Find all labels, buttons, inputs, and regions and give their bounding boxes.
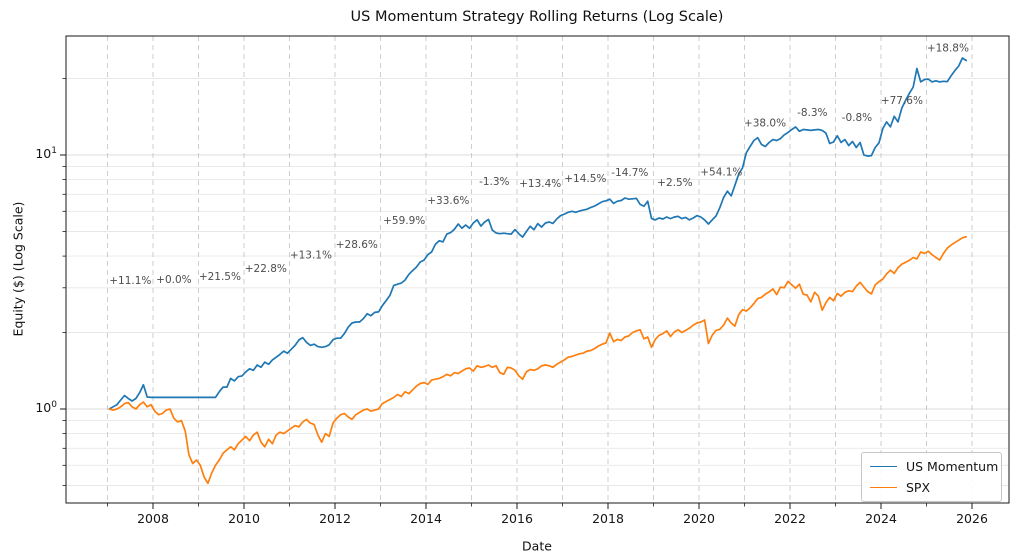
x-axis-label: Date — [522, 538, 552, 554]
y-tick-label-10: 101 — [0, 147, 57, 161]
spx-legend-line — [870, 487, 897, 488]
y-tick-exponent: 1 — [51, 146, 57, 156]
annotation-label: +11.1% — [109, 275, 151, 287]
y-tick-base: 10 — [35, 400, 52, 416]
x-tick-label: 2010 — [228, 511, 260, 526]
annotation-label: +28.6% — [336, 239, 378, 251]
x-tick-label: 2020 — [683, 511, 715, 526]
x-tick-label: 2014 — [410, 511, 442, 526]
annotation-label: +0.0% — [156, 274, 191, 286]
legend-item-spx: SPX — [870, 480, 992, 495]
annotation-label: +13.1% — [290, 250, 332, 262]
annotation-label: +2.5% — [657, 177, 692, 189]
spx-legend-label: SPX — [906, 480, 931, 495]
legend-item-us-momentum: US Momentum — [870, 459, 998, 474]
annotation-label: +77.6% — [881, 95, 923, 107]
x-tick-label: 2022 — [774, 511, 806, 526]
us-momentum-legend-label: US Momentum — [906, 459, 999, 474]
legend: US Momentum SPX — [861, 452, 1002, 502]
x-tick-label: 2012 — [319, 511, 351, 526]
us-momentum-legend-line — [870, 466, 897, 467]
annotation-label: +54.1% — [700, 167, 742, 179]
us-momentum-line — [108, 57, 968, 410]
x-tick-label: 2024 — [865, 511, 897, 526]
spx-line — [108, 235, 968, 485]
annotation-label: -1.3% — [479, 176, 509, 188]
plot-border — [65, 35, 1010, 504]
annotation-label: +22.8% — [245, 263, 287, 275]
annotation-label: -0.8% — [842, 112, 872, 124]
annotation-label: +13.4% — [519, 178, 561, 190]
y-tick-base: 10 — [35, 146, 52, 162]
y-axis-label: Equity ($) (Log Scale) — [10, 201, 26, 337]
annotation-label: +33.6% — [427, 195, 469, 207]
annotation-label: +38.0% — [744, 118, 786, 130]
x-tick-label: 2026 — [956, 511, 988, 526]
annotation-label: +59.9% — [383, 215, 425, 227]
annotation-label: +18.8% — [927, 43, 969, 55]
annotation-label: +14.5% — [564, 173, 606, 185]
chart-title: US Momentum Strategy Rolling Returns (Lo… — [350, 9, 724, 25]
x-tick-label: 2016 — [501, 511, 533, 526]
x-tick-label: 2008 — [137, 511, 169, 526]
annotation-label: -14.7% — [611, 167, 648, 179]
annotation-label: -8.3% — [797, 107, 827, 119]
y-tick-label-1: 100 — [0, 401, 57, 415]
x-tick-label: 2018 — [592, 511, 624, 526]
annotation-label: +21.5% — [199, 271, 241, 283]
y-tick-exponent: 0 — [51, 400, 57, 410]
